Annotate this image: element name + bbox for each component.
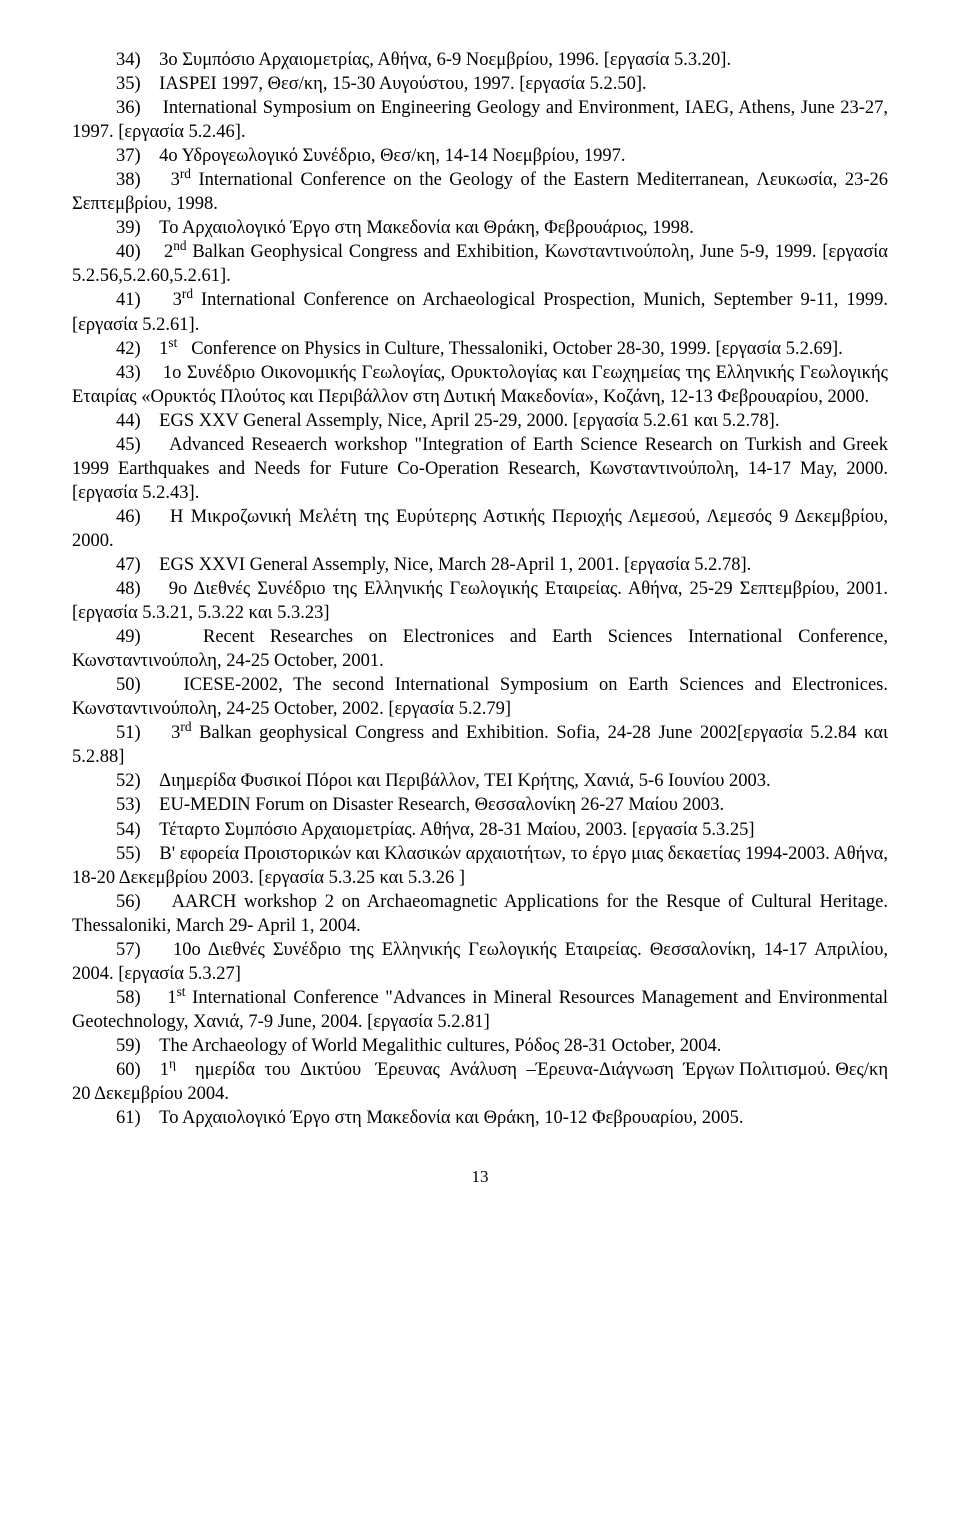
list-item: 40) 2nd Balkan Geophysical Congress and … <box>72 240 888 288</box>
list-item: 54) Τέταρτο Συμπόσιο Αρχαιομετρίας. Αθήν… <box>72 818 888 842</box>
list-item: 38) 3rd International Conference on the … <box>72 168 888 216</box>
list-item: 44) EGS XXV General Assemply, Nice, Apri… <box>72 409 888 433</box>
list-item: 46) Η Μικροζωνική Μελέτη της Ευρύτερης Α… <box>72 505 888 553</box>
list-item: 53) EU-MEDIN Forum on Disaster Research,… <box>72 793 888 817</box>
list-item: 58) 1st International Conference "Advanc… <box>72 986 888 1034</box>
list-item: 41) 3rd International Conference on Arch… <box>72 288 888 336</box>
list-item: 52) Διημερίδα Φυσικοί Πόροι και Περιβάλλ… <box>72 769 888 793</box>
list-item: 49) Recent Researches on Electronices an… <box>72 625 888 673</box>
list-item: 48) 9ο Διεθνές Συνέδριο της Ελληνικής Γε… <box>72 577 888 625</box>
list-item: 55) Β' εφορεία Προιστορικών και Κλασικών… <box>72 842 888 890</box>
page-number: 13 <box>72 1166 888 1188</box>
list-item: 51) 3rd Balkan geophysical Congress and … <box>72 721 888 769</box>
list-item: 47) EGS XXVI General Assemply, Nice, Mar… <box>72 553 888 577</box>
list-item: 37) 4ο Υδρογεωλογικό Συνέδριο, Θεσ/κη, 1… <box>72 144 888 168</box>
list-item: 34) 3ο Συμπόσιο Αρχαιομετρίας, Αθήνα, 6-… <box>72 48 888 72</box>
list-item: 45) Advanced Reseaerch workshop "Integra… <box>72 433 888 505</box>
list-item: 35) IASPEI 1997, Θεσ/κη, 15-30 Αυγούστου… <box>72 72 888 96</box>
list-item: 36) International Symposium on Engineeri… <box>72 96 888 144</box>
entries-list: 34) 3ο Συμπόσιο Αρχαιομετρίας, Αθήνα, 6-… <box>72 48 888 1130</box>
list-item: 50) ICESE-2002, The second International… <box>72 673 888 721</box>
list-item: 59) The Archaeology of World Megalithic … <box>72 1034 888 1058</box>
list-item: 42) 1st Conference on Physics in Culture… <box>72 337 888 361</box>
list-item: 61) Το Αρχαιολογικό Έργο στη Μακεδονία κ… <box>72 1106 888 1130</box>
list-item: 56) AARCH workshop 2 on Archaeomagnetic … <box>72 890 888 938</box>
document-page: 34) 3ο Συμπόσιο Αρχαιομετρίας, Αθήνα, 6-… <box>0 0 960 1236</box>
list-item: 43) 1ο Συνέδριο Οικονομικής Γεωλογίας, Ο… <box>72 361 888 409</box>
list-item: 57) 10ο Διεθνές Συνέδριο της Ελληνικής Γ… <box>72 938 888 986</box>
list-item: 60) 1η ημερίδα του Δικτύου Έρευνας Ανάλυ… <box>72 1058 888 1106</box>
list-item: 39) Το Αρχαιολογικό Έργο στη Μακεδονία κ… <box>72 216 888 240</box>
